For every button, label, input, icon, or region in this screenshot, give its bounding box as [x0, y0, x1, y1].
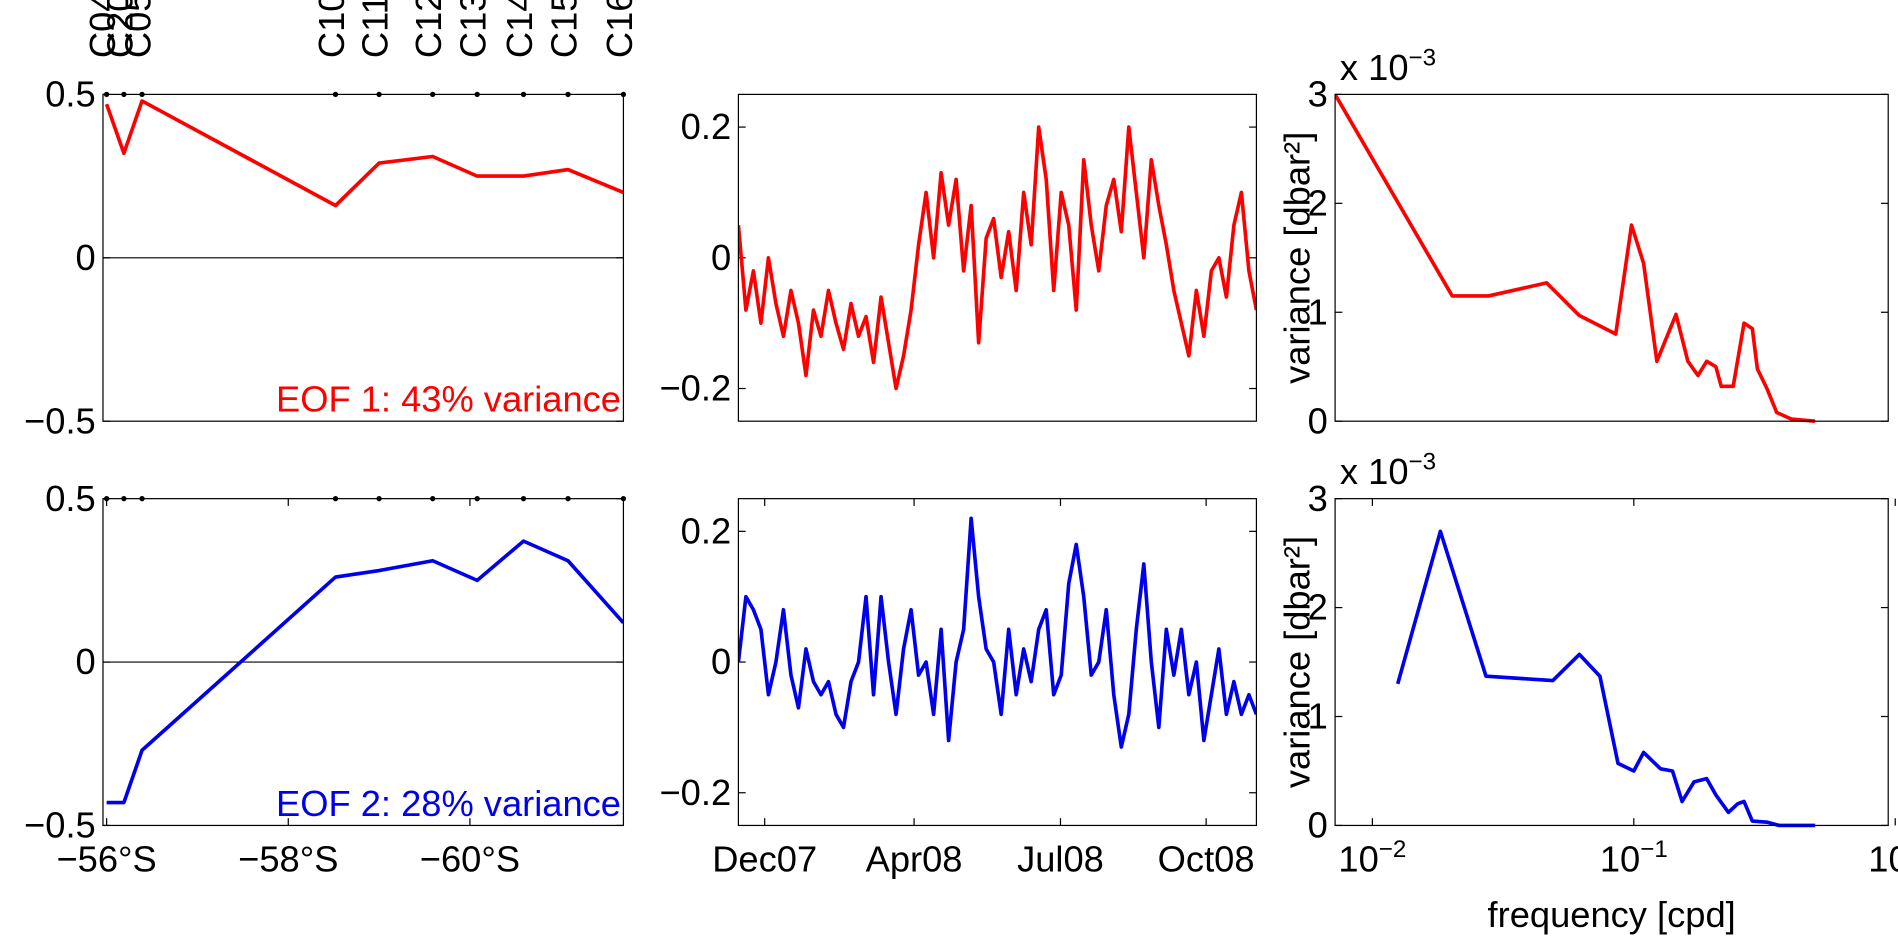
panel: −0.2 0 0.2 Dec07 Apr08 Jul08 Oct08 — [659, 498, 1258, 879]
axes-box — [737, 498, 1258, 827]
axes-box — [737, 93, 1258, 422]
y-tick-label: 0 — [711, 641, 731, 682]
data-line — [106, 539, 624, 805]
data-line — [104, 99, 624, 208]
x-tick-text: Dec07 — [712, 838, 817, 879]
y-tick-label: 0 — [1308, 805, 1328, 846]
y-tick-label: 0 — [76, 237, 96, 278]
data-line — [1395, 529, 1816, 828]
x-tick-text: −56°S — [56, 838, 156, 879]
station-label: C04 — [82, 0, 123, 58]
axes-box — [1334, 93, 1889, 422]
y-tick-label: 1 — [1308, 696, 1328, 737]
station-label: C05 — [118, 0, 159, 58]
y-tick-label: 0.5 — [45, 478, 95, 519]
panel: 0 1 2 3 x 10−3 variance [dbar²] — [1277, 44, 1889, 441]
axes-box — [102, 498, 625, 827]
y-tick-label: 2 — [1308, 587, 1328, 628]
y-tick-label: −0.2 — [659, 368, 731, 409]
y-multiplier: x 10−3 — [1340, 44, 1436, 88]
annotation: EOF 1: 43% variance — [276, 379, 621, 420]
y-tick-label: −0.5 — [24, 805, 96, 846]
x-tick-text: 10 — [1600, 838, 1640, 879]
x-tick-text: 10 — [1868, 838, 1898, 879]
data-line — [738, 516, 1257, 749]
x-tick-text: Jul08 — [1017, 838, 1104, 879]
x-tick-label: 10−2 — [1338, 836, 1406, 880]
x-tick-text: −60°S — [420, 838, 520, 879]
x-tick-label: −60°S — [420, 838, 520, 879]
axes-box — [1334, 498, 1889, 827]
x-tick-text: Oct08 — [1158, 838, 1255, 879]
y-tick-label: 0 — [1308, 400, 1328, 441]
annotation: EOF 2: 28% variance — [276, 783, 621, 824]
y-tick-label: −0.2 — [659, 772, 731, 813]
y-tick-label: 0.5 — [45, 74, 95, 115]
y-tick-label: 3 — [1308, 74, 1328, 115]
panel: −0.5 0 0.5 −56°S −58°S −60°S EOF 2: 28% varian… — [24, 478, 627, 879]
y-multiplier-text: x 10 — [1340, 451, 1409, 492]
x-tick-label: −56°S — [56, 838, 156, 879]
y-tick-label: −0.5 — [24, 400, 96, 441]
x-tick-text: Apr08 — [866, 838, 963, 879]
x-tick-text: 10 — [1338, 838, 1378, 879]
x-tick-label: Dec07 — [712, 838, 817, 879]
y-multiplier-exponent: −3 — [1409, 449, 1437, 476]
x-tick-label: −58°S — [238, 838, 338, 879]
station-label: C14 — [499, 0, 540, 58]
y-multiplier-exponent: −3 — [1409, 44, 1437, 71]
y-axis-label: variance [dbar²] — [1277, 536, 1318, 788]
x-tick-label: 10−1 — [1600, 836, 1668, 880]
x-tick-exponent: −2 — [1379, 836, 1407, 863]
station-label: C10 — [311, 0, 352, 58]
station-label: C13 — [453, 0, 494, 58]
y-axis-label: variance [dbar²] — [1277, 132, 1318, 384]
x-tick-label: 100 — [1868, 836, 1898, 880]
y-tick-label: 0 — [76, 641, 96, 682]
data-line — [738, 125, 1257, 391]
station-label: C15 — [543, 0, 584, 58]
x-tick-text: −58°S — [238, 838, 338, 879]
y-tick-label: 2 — [1308, 182, 1328, 223]
x-axis-label: frequency [cpd] — [1488, 894, 1736, 935]
y-multiplier: x 10−3 — [1340, 449, 1436, 493]
panel: −0.2 0 0.2 — [659, 93, 1258, 422]
x-tick-label: Apr08 — [866, 838, 963, 879]
y-tick-label: 0 — [711, 237, 731, 278]
axes-box — [102, 93, 625, 422]
y-tick-label: 0.2 — [681, 510, 731, 551]
x-tick-label: Jul08 — [1017, 838, 1104, 879]
station-label: C11 — [355, 0, 396, 58]
y-tick-label: 3 — [1308, 478, 1328, 519]
data-line — [1335, 93, 1816, 424]
x-tick-label: Oct08 — [1158, 838, 1255, 879]
y-tick-label: 0.2 — [681, 106, 731, 147]
station-label: C16 — [599, 0, 640, 58]
y-tick-label: 1 — [1308, 291, 1328, 332]
station-label: C20 — [99, 0, 140, 58]
station-label: C12 — [408, 0, 449, 58]
x-tick-exponent: −1 — [1640, 836, 1668, 863]
y-multiplier-text: x 10 — [1340, 47, 1409, 88]
